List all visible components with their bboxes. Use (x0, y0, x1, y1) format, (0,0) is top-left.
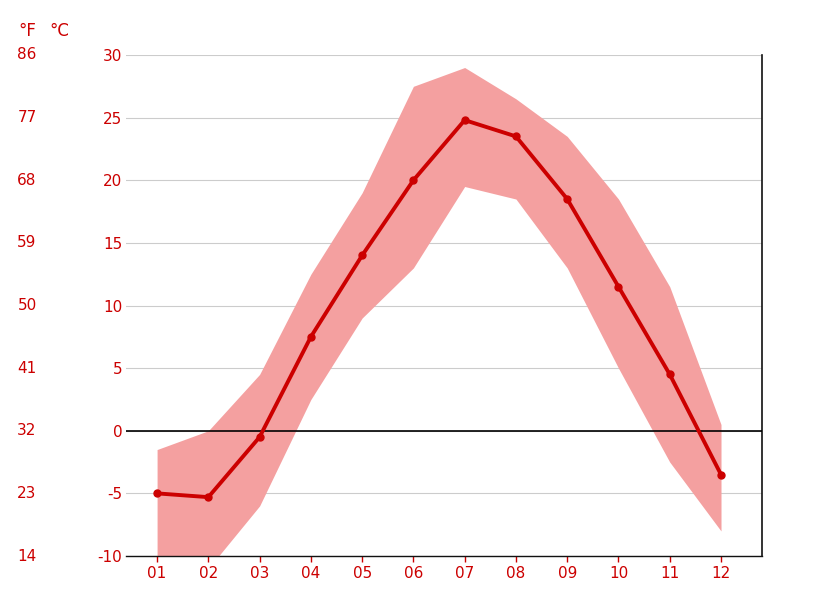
Text: 32: 32 (17, 423, 37, 438)
Text: 77: 77 (17, 110, 37, 125)
Text: 86: 86 (17, 48, 37, 62)
Text: 50: 50 (17, 298, 37, 313)
Text: 41: 41 (17, 360, 37, 376)
Text: °C: °C (50, 22, 69, 40)
Text: 14: 14 (17, 549, 37, 563)
Text: °F: °F (19, 22, 37, 40)
Text: 23: 23 (17, 486, 37, 501)
Text: 59: 59 (17, 235, 37, 251)
Text: 68: 68 (17, 173, 37, 188)
